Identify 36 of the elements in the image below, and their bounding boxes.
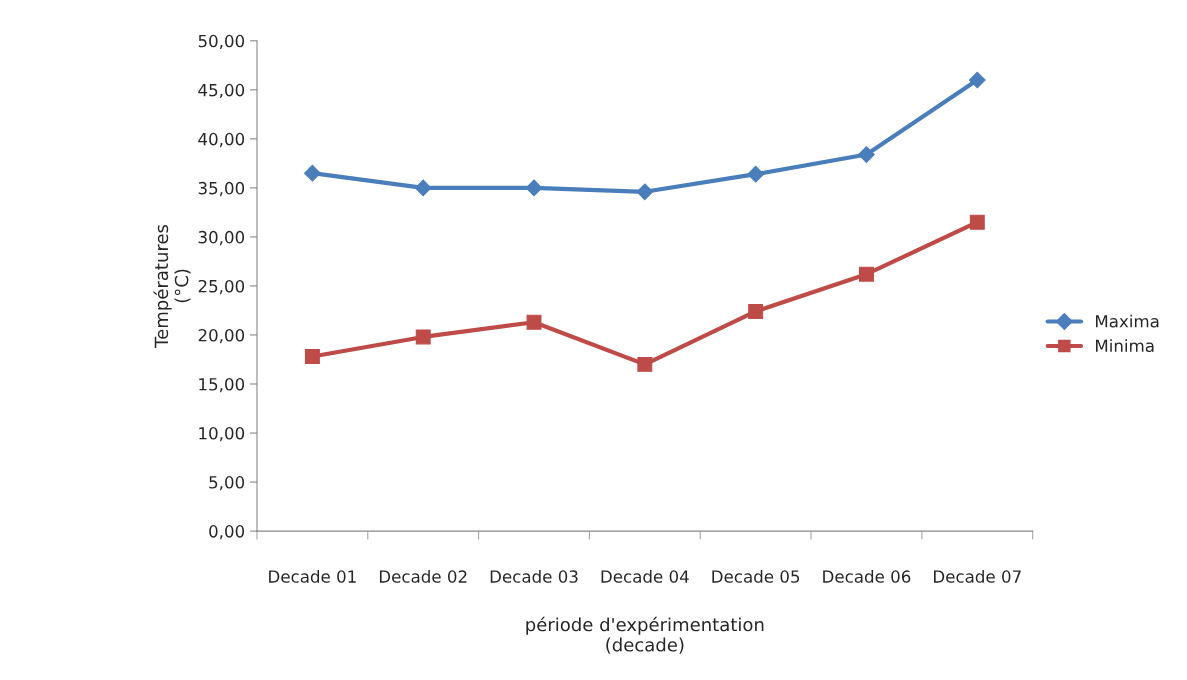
y-tick-label: 10,00: [199, 426, 245, 442]
x-tick-label: Decade 03: [490, 569, 578, 583]
legend-label: Minima: [1095, 339, 1154, 353]
y-tick-label: 0,00: [209, 525, 245, 540]
point: [858, 146, 875, 163]
y-tick-label: 30,00: [198, 230, 245, 246]
legend-label: Maxima: [1095, 314, 1159, 328]
point: [525, 179, 543, 197]
point: [304, 349, 320, 364]
y-tick-label: 45,00: [198, 83, 245, 99]
y-tick-label: 35,00: [198, 181, 245, 197]
point: [415, 329, 431, 345]
y-axis-title: Températures (°C): [153, 224, 191, 348]
point: [968, 71, 986, 89]
point: [304, 164, 321, 182]
point: [747, 165, 765, 183]
x-tick-label: Decade 06: [823, 569, 911, 583]
y-tick-label: 40,00: [198, 132, 245, 148]
y-tick-label: 20,00: [198, 328, 245, 344]
point: [748, 303, 764, 319]
point: [414, 179, 432, 197]
x-tick-label: Decade 05: [712, 569, 800, 583]
point: [969, 214, 985, 230]
x-tick-label: Decade 04: [601, 569, 689, 583]
point: [526, 314, 542, 330]
y-tick-label: 50,00: [198, 34, 245, 50]
point: [859, 266, 874, 282]
x-axis-title: période d'expérimentation (decade): [526, 616, 764, 654]
x-tick-label: Decade 02: [379, 569, 467, 583]
y-tick-label: 5,00: [209, 476, 245, 491]
y-tick-label: 25,00: [198, 279, 245, 295]
point: [637, 356, 653, 372]
x-tick-label: Decade 07: [934, 569, 1021, 583]
x-tick-label: Decade 01: [269, 569, 356, 583]
point: [636, 183, 654, 201]
y-tick-label: 15,00: [199, 377, 245, 393]
